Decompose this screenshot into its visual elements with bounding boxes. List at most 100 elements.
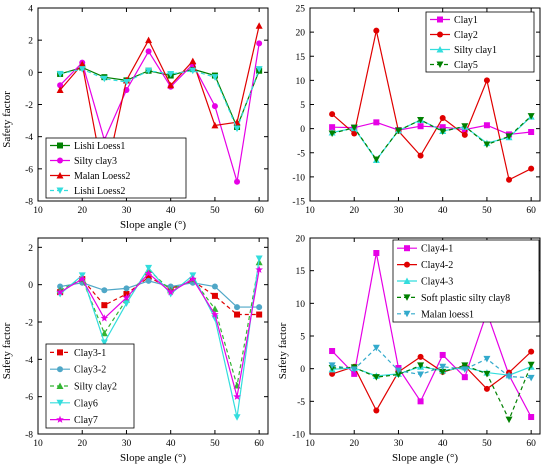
- y-tick-label: 0: [28, 69, 33, 79]
- y-tick-label: 5: [300, 333, 305, 343]
- x-tick-label: 30: [394, 206, 404, 216]
- data-point: [256, 40, 263, 47]
- y-tick-label: 15: [296, 267, 306, 277]
- y-tick-label: -6: [25, 393, 33, 403]
- y-tick-label: -4: [25, 356, 33, 366]
- data-point: [56, 86, 64, 94]
- y-tick-label: 0: [28, 281, 33, 291]
- data-point: [145, 274, 152, 281]
- data-point: [78, 66, 86, 73]
- series-5: [328, 344, 535, 382]
- series-line: [59, 66, 260, 129]
- data-point: [394, 371, 402, 379]
- x-tick-label: 60: [254, 206, 264, 216]
- series-line: [332, 364, 532, 422]
- series-line: [331, 252, 532, 418]
- legend-marker: [403, 310, 411, 318]
- data-point: [417, 123, 424, 130]
- legend: Clay1 Clay2 Silty clay1 Clay5: [425, 11, 535, 73]
- y-tick-label: -10: [292, 173, 305, 183]
- data-point: [144, 269, 153, 277]
- data-point: [329, 370, 336, 377]
- chart-2: 10 20 30 40 50 60 -15 -10 -5 0 5 10 15 20 25 Clay1 Clay2…: [292, 5, 541, 216]
- data-point: [373, 27, 380, 34]
- data-point: [145, 36, 153, 44]
- data-point: [328, 362, 336, 369]
- x-tick-label: 50: [210, 439, 220, 449]
- x-tick-label: 30: [122, 206, 132, 216]
- x-tick-label: 50: [210, 206, 220, 216]
- series-line: [59, 68, 260, 131]
- y-tick-label: -8: [25, 431, 33, 441]
- legend-box: [392, 239, 540, 323]
- data-point: [122, 300, 130, 307]
- legend-marker: [436, 46, 444, 53]
- y-tick-label: 25: [296, 5, 306, 15]
- legend-marker: [57, 142, 63, 149]
- legend-label: Clay4-1: [421, 244, 453, 255]
- data-point: [528, 129, 535, 136]
- data-point: [329, 348, 336, 355]
- x-axis-label: Slope angle (°): [120, 219, 186, 231]
- data-point: [483, 385, 490, 392]
- legend-marker: [56, 187, 64, 194]
- y-tick-label: 0: [300, 365, 305, 375]
- data-point: [56, 291, 64, 298]
- y-tick-label: 5: [300, 101, 305, 111]
- data-point: [167, 291, 175, 298]
- data-point: [505, 416, 513, 424]
- data-point: [461, 366, 469, 373]
- data-point: [461, 123, 469, 130]
- data-point: [233, 414, 241, 421]
- data-point: [373, 250, 380, 257]
- legend-marker: [56, 172, 64, 179]
- y-tick-label: -10: [292, 431, 305, 441]
- y-tick-label: -2: [25, 319, 33, 329]
- series-line: [59, 25, 260, 182]
- legend-marker: [403, 277, 411, 284]
- data-point: [78, 60, 86, 68]
- legend-marker: [437, 31, 443, 38]
- data-point: [328, 130, 336, 137]
- data-point: [122, 293, 131, 301]
- data-point: [100, 314, 109, 322]
- x-tick-label: 10: [305, 206, 315, 216]
- series-line: [331, 115, 532, 161]
- legend-label: Soft plastic silty clay8: [421, 293, 510, 304]
- series-line: [59, 262, 260, 386]
- legend-box: [425, 11, 535, 73]
- data-point: [528, 348, 535, 355]
- legend-label: Clay6: [74, 398, 98, 409]
- data-point: [234, 304, 241, 311]
- y-tick-label: 20: [296, 235, 306, 245]
- data-point: [145, 48, 152, 55]
- data-point: [527, 113, 535, 120]
- data-point: [211, 283, 218, 290]
- legend-marker: [56, 415, 64, 423]
- x-tick-label: 20: [77, 206, 87, 216]
- x-tick-label: 60: [254, 439, 264, 449]
- data-point: [505, 133, 513, 140]
- data-point: [57, 82, 64, 89]
- data-point: [100, 75, 108, 83]
- legend-marker: [436, 61, 444, 68]
- y-tick-label: 0: [300, 125, 305, 135]
- y-axis-label: Safety factor: [1, 91, 13, 148]
- legend-label: Clay3-2: [74, 365, 106, 376]
- x-tick-label: 50: [482, 206, 492, 216]
- data-point: [56, 288, 64, 296]
- legend-label: Clay4-2: [421, 260, 453, 271]
- series-4: [328, 113, 535, 164]
- series-2: [329, 27, 535, 183]
- data-point: [255, 22, 263, 29]
- data-point: [527, 374, 535, 382]
- data-point: [439, 368, 447, 376]
- data-point: [234, 178, 241, 185]
- x-tick-label: 40: [166, 439, 176, 449]
- y-tick-label: -6: [25, 165, 33, 175]
- legend: Lishi Loess1 Silty clay3 Malan Loess2 Lishi…: [45, 137, 187, 199]
- legend-label: Clay7: [74, 415, 98, 426]
- data-point: [506, 176, 513, 183]
- legend-label: Malan Loess2: [74, 171, 130, 182]
